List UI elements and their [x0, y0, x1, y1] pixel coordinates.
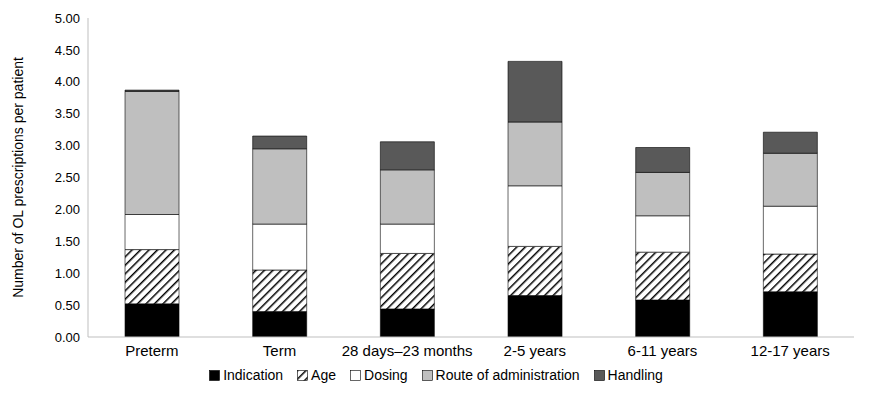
- html-text:Dosing: Dosing: [364, 367, 408, 383]
- svg-text:28 days–23 months: 28 days–23 months: [342, 342, 473, 359]
- svg-text:4.00: 4.00: [55, 74, 80, 89]
- svg-text:1.00: 1.00: [55, 266, 80, 281]
- svg-text:0.50: 0.50: [55, 298, 80, 313]
- svg-text:Number of OL prescriptions per: Number of OL prescriptions per patient: [10, 57, 26, 298]
- svg-text:4.50: 4.50: [55, 43, 80, 58]
- svg-text:6-11 years: 6-11 years: [628, 342, 698, 359]
- svg-text:1.50: 1.50: [55, 234, 80, 249]
- svg-text:5.00: 5.00: [55, 11, 80, 26]
- html-text:Age: Age: [311, 367, 336, 383]
- svg-text:Term: Term: [263, 342, 296, 359]
- html-text:Handling: Handling: [607, 367, 663, 383]
- svg-text:12-17 years: 12-17 years: [751, 342, 830, 359]
- svg-text:0.00: 0.00: [55, 330, 80, 345]
- svg-text:2.50: 2.50: [55, 170, 80, 185]
- html-text:Route of administration: Route of administration: [435, 367, 580, 383]
- svg-text:3.00: 3.00: [55, 138, 80, 153]
- html-text:Indication: Indication: [223, 367, 284, 383]
- svg-text:Preterm: Preterm: [125, 342, 178, 359]
- svg-text:2-5 years: 2-5 years: [504, 342, 567, 359]
- svg-text:2.00: 2.00: [55, 202, 80, 217]
- svg-text:3.50: 3.50: [55, 106, 80, 121]
